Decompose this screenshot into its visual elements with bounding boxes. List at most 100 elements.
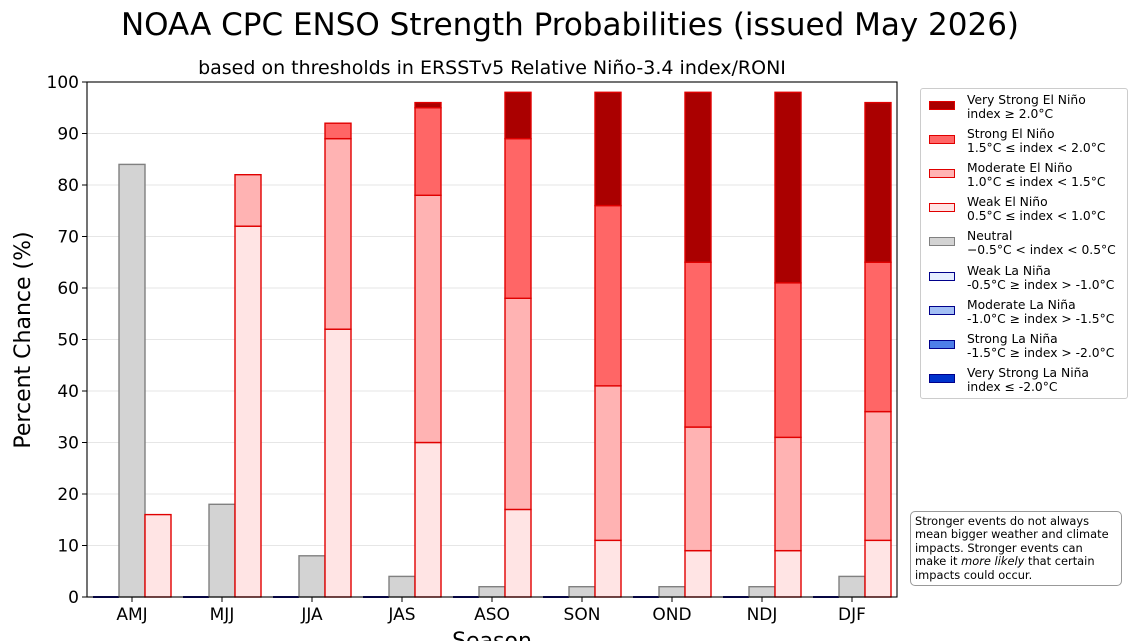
- x-tick-label: ASO: [474, 605, 510, 625]
- legend-label: Very Strong El Niño index ≥ 2.0°C: [967, 93, 1086, 121]
- bar-weak-el-nino-djf: [864, 539, 892, 598]
- bar-very-strong-el-nino-djf: [864, 101, 892, 263]
- legend-swatch: [929, 339, 955, 349]
- legend-series-name: Weak El Niño: [967, 195, 1048, 210]
- bar-strong-el-nino-djf: [864, 261, 892, 413]
- bar-neutral-mjj: [208, 503, 236, 598]
- legend-series-name: Strong El Niño: [967, 127, 1055, 142]
- legend: Very Strong El Niño index ≥ 2.0°C Strong E…: [920, 88, 1128, 399]
- annotation-text-1: Stronger events do not always mean bigge…: [915, 514, 1109, 569]
- legend-swatch: [929, 237, 955, 247]
- y-tick-label: 10: [57, 537, 79, 557]
- bar-very-strong-el-nino-ond: [684, 91, 712, 263]
- bar-weak-el-nino-ond: [684, 549, 712, 598]
- annotation-note: Stronger events do not always mean bigge…: [910, 511, 1122, 586]
- bar-neutral-jja: [298, 555, 326, 598]
- y-tick-label: 60: [57, 279, 79, 299]
- bar-weak-el-nino-ndj: [774, 549, 802, 598]
- legend-swatch: [929, 305, 955, 315]
- legend-series-name: Very Strong El Niño: [967, 93, 1086, 107]
- legend-series-threshold: index ≤ -2.0°C: [967, 379, 1058, 394]
- y-tick-label: 40: [57, 382, 79, 402]
- bar-neutral-ond: [658, 586, 686, 598]
- legend-series-name: Moderate La Niña: [967, 297, 1076, 312]
- chart-subtitle: based on thresholds in ERSSTv5 Relative …: [198, 57, 786, 79]
- legend-item-strong-el-nino: Strong El Niño 1.5°C ≤ index < 2.0°C: [925, 127, 1125, 157]
- chart-title: NOAA CPC ENSO Strength Probabilities (is…: [121, 7, 1019, 43]
- bar-neutral-jas: [388, 575, 416, 598]
- legend-swatch: [929, 101, 955, 110]
- bar-weak-el-nino-jja: [324, 328, 352, 598]
- bar-neutral-amj: [118, 163, 146, 598]
- bar-neutral-aso: [478, 586, 506, 598]
- legend-series-threshold: index ≥ 2.0°C: [967, 107, 1054, 121]
- x-tick-label: OND: [652, 605, 691, 625]
- x-tick-label: AMJ: [116, 605, 147, 625]
- legend-label: Neutral −0.5°C < index < 0.5°C: [967, 229, 1116, 257]
- legend-series-threshold: -1.0°C ≥ index > -1.5°C: [967, 311, 1115, 326]
- x-ticks: AMJ MJJ JJA JAS ASO SON OND NDJ DJF: [116, 597, 866, 625]
- legend-item-moderate-el-nino: Moderate El Niño 1.0°C ≤ index < 1.5°C: [925, 161, 1125, 191]
- bar-moderate-el-nino-mjj: [234, 173, 262, 227]
- bar-strong-el-nino-jas: [414, 107, 442, 197]
- y-tick-label: 100: [47, 73, 79, 93]
- legend-label: Weak La Niña -0.5°C ≥ index > -1.0°C: [967, 264, 1114, 292]
- legend-label: Strong El Niño 1.5°C ≤ index < 2.0°C: [967, 127, 1105, 155]
- bar-strong-el-nino-son: [594, 204, 622, 387]
- bar-very-strong-el-nino-son: [594, 91, 622, 207]
- legend-item-neutral: Neutral −0.5°C < index < 0.5°C: [925, 229, 1125, 259]
- bar-weak-el-nino-aso: [504, 508, 532, 598]
- legend-item-very-strong-la-nina: Very Strong La Niña index ≤ -2.0°C: [925, 366, 1125, 396]
- bar-weak-el-nino-jas: [414, 441, 442, 598]
- legend-label: Moderate El Niño 1.0°C ≤ index < 1.5°C: [967, 161, 1105, 189]
- legend-item-weak-el-nino: Weak El Niño 0.5°C ≤ index < 1.0°C: [925, 195, 1125, 225]
- legend-series-name: Moderate El Niño: [967, 161, 1073, 176]
- legend-swatch: [929, 271, 955, 281]
- x-axis-label: Season: [452, 629, 532, 641]
- legend-swatch: [929, 203, 955, 213]
- y-tick-label: 80: [57, 176, 79, 196]
- x-tick-label: DJF: [838, 605, 866, 625]
- legend-series-threshold: 1.5°C ≤ index < 2.0°C: [967, 141, 1106, 156]
- legend-series-name: Neutral: [967, 229, 1013, 244]
- bar-strong-el-nino-ond: [684, 261, 712, 428]
- bar-moderate-el-nino-jja: [324, 137, 352, 330]
- legend-series-threshold: 1.0°C ≤ index < 1.5°C: [967, 175, 1106, 190]
- legend-series-name: Weak La Niña: [967, 263, 1051, 278]
- x-tick-label: JAS: [387, 605, 415, 625]
- bar-weak-el-nino-amj: [144, 513, 172, 598]
- bar-moderate-el-nino-son: [594, 385, 622, 542]
- bar-very-strong-el-nino-jas: [414, 101, 442, 109]
- legend-label: Very Strong La Niña index ≤ -2.0°C: [967, 366, 1089, 394]
- legend-series-threshold: -1.5°C ≥ index > -2.0°C: [967, 345, 1115, 360]
- bar-neutral-son: [568, 586, 596, 598]
- y-tick-label: 90: [57, 125, 79, 145]
- bars: [93, 91, 892, 598]
- x-tick-label: SON: [564, 605, 601, 625]
- y-tick-label: 30: [57, 434, 79, 454]
- legend-label: Strong La Niña -1.5°C ≥ index > -2.0°C: [967, 332, 1114, 360]
- legend-item-weak-la-nina: Weak La Niña -0.5°C ≥ index > -1.0°C: [925, 264, 1125, 294]
- legend-swatch: [929, 135, 955, 145]
- bar-weak-el-nino-mjj: [234, 225, 262, 598]
- bar-very-strong-el-nino-aso: [504, 91, 532, 140]
- bar-moderate-el-nino-ndj: [774, 436, 802, 552]
- bar-strong-el-nino-jja: [324, 122, 352, 140]
- legend-item-moderate-la-nina: Moderate La Niña -1.0°C ≥ index > -1.5°C: [925, 298, 1125, 328]
- y-tick-label: 70: [57, 228, 79, 248]
- legend-series-threshold: 0.5°C ≤ index < 1.0°C: [967, 209, 1106, 224]
- annotation-emphasis: more likely: [961, 554, 1025, 569]
- y-tick-label: 20: [57, 485, 79, 505]
- bar-moderate-el-nino-djf: [864, 410, 892, 542]
- bar-neutral-djf: [838, 575, 866, 598]
- legend-series-name: Very Strong La Niña: [967, 365, 1089, 380]
- bar-weak-el-nino-son: [594, 539, 622, 598]
- bar-moderate-el-nino-jas: [414, 194, 442, 444]
- legend-swatch: [929, 169, 955, 179]
- y-ticks: 0 10 20 30 40 50 60 70 80 90 100: [47, 73, 87, 608]
- bar-very-strong-el-nino-ndj: [774, 91, 802, 284]
- y-tick-label: 0: [68, 588, 79, 608]
- legend-swatch: [929, 373, 955, 383]
- legend-item-very-strong-el-nino: Very Strong El Niño index ≥ 2.0°C: [925, 93, 1125, 123]
